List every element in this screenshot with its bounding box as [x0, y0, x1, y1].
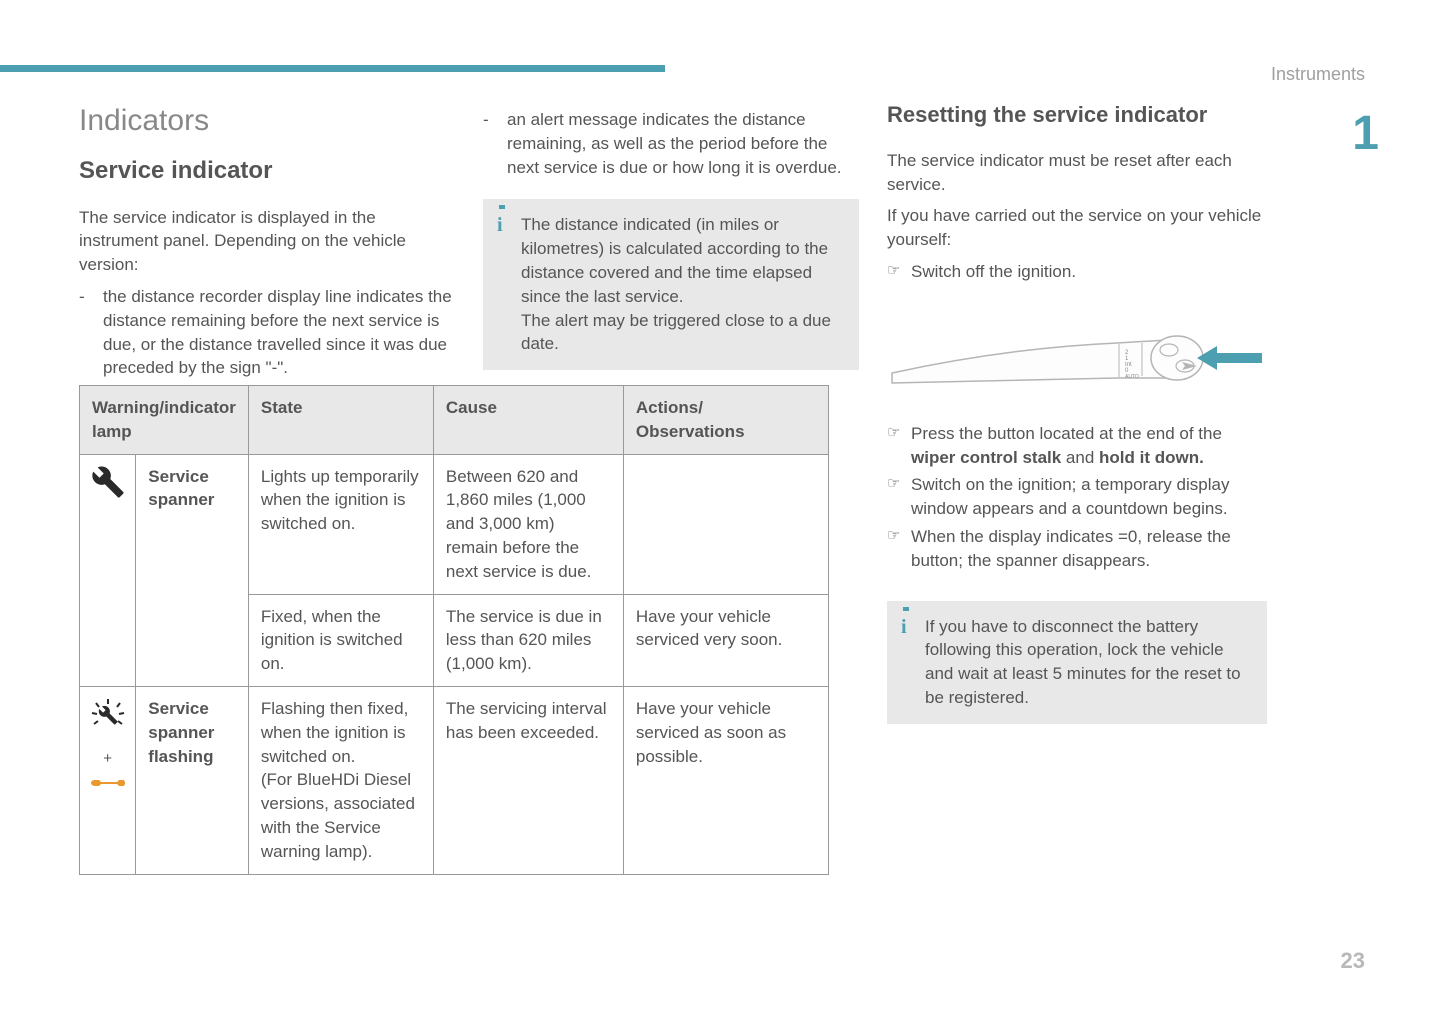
- th-state: State: [248, 386, 433, 455]
- lamp-icon-cell: [80, 454, 136, 686]
- table-header-row: Warning/indicator lamp State Cause Actio…: [80, 386, 829, 455]
- cell-action: [623, 454, 828, 594]
- info-icon: [901, 613, 907, 641]
- cell-state: Flashing then fixed, when the ignition i…: [248, 686, 433, 874]
- section-subtitle: Service indicator: [79, 154, 455, 188]
- info-box-battery: If you have to disconnect the battery fo…: [887, 601, 1267, 724]
- plus-text: +: [84, 748, 131, 769]
- page-number: 23: [1341, 946, 1365, 977]
- info-dot: [903, 607, 909, 611]
- reset-heading: Resetting the service indicator: [887, 100, 1267, 131]
- th-actions: Actions/ Observations: [623, 386, 828, 455]
- reset-steps-1: ☞Switch off the ignition.: [887, 260, 1267, 284]
- page-title: Indicators: [79, 100, 455, 142]
- dash-bullet: -: [79, 285, 103, 380]
- cell-cause: Between 620 and 1,860 miles (1,000 and 3…: [433, 454, 623, 594]
- step-item: ☞Switch off the ignition.: [887, 260, 1267, 284]
- list-item: -the distance recorder display line indi…: [79, 285, 455, 380]
- cell-state: Fixed, when the ignition is switched on.: [248, 594, 433, 686]
- section-header: Instruments: [1271, 62, 1365, 87]
- accent-bar: [0, 65, 665, 72]
- info-box-distance: The distance indicated (in miles or kilo…: [483, 199, 859, 370]
- table-row: + Service spanner flashing Flashing then…: [80, 686, 829, 874]
- spanner-icon: [91, 465, 125, 499]
- list-text: an alert message indicates the distance …: [507, 108, 859, 179]
- pointing-hand-icon: ☞: [887, 525, 911, 573]
- step-text: Press the button located at the end of t…: [911, 422, 1267, 470]
- info-dot: [499, 205, 505, 209]
- pointing-hand-icon: ☞: [887, 473, 911, 521]
- intro-list-2: -an alert message indicates the distance…: [483, 108, 859, 179]
- svg-text:AUTO: AUTO: [1125, 374, 1139, 380]
- cell-cause: The service is due in less than 620 mile…: [433, 594, 623, 686]
- reset-self: If you have carried out the service on y…: [887, 204, 1267, 252]
- pointing-hand-icon: ☞: [887, 260, 911, 284]
- step-item: ☞When the display indicates =0, release …: [887, 525, 1267, 573]
- list-item: -an alert message indicates the distance…: [483, 108, 859, 179]
- info-text: The distance indicated (in miles or kilo…: [521, 213, 843, 308]
- cell-action: Have your vehicle serviced very soon.: [623, 594, 828, 686]
- column-3: Resetting the service indicator The serv…: [887, 100, 1267, 724]
- intro-list: -the distance recorder display line indi…: [79, 285, 455, 380]
- spanner-orange-icon: [91, 776, 125, 790]
- reset-steps-2: ☞Press the button located at the end of …: [887, 422, 1267, 573]
- spanner-flashing-icon: [88, 697, 128, 737]
- step-item: ☞Press the button located at the end of …: [887, 422, 1267, 470]
- step-text: Switch off the ignition.: [911, 260, 1076, 284]
- step-text: When the display indicates =0, release t…: [911, 525, 1267, 573]
- info-text: The alert may be triggered close to a du…: [521, 309, 843, 357]
- step-text: Switch on the ignition; a temporary disp…: [911, 473, 1267, 521]
- table-row: Service spanner Lights up temporarily wh…: [80, 454, 829, 594]
- step-item: ☞Switch on the ignition; a temporary dis…: [887, 473, 1267, 521]
- pointing-hand-icon: ☞: [887, 422, 911, 470]
- reset-intro: The service indicator must be reset afte…: [887, 149, 1267, 197]
- lamp-name: Service spanner flashing: [136, 686, 249, 874]
- warning-table: Warning/indicator lamp State Cause Actio…: [79, 385, 829, 875]
- dash-bullet: -: [483, 108, 507, 179]
- th-cause: Cause: [433, 386, 623, 455]
- lamp-name: Service spanner: [136, 454, 249, 686]
- intro-text: The service indicator is displayed in th…: [79, 206, 455, 277]
- info-icon: [497, 211, 503, 239]
- cell-action: Have your vehicle serviced as soon as po…: [623, 686, 828, 874]
- cell-state: Lights up temporarily when the ignition …: [248, 454, 433, 594]
- wiper-stalk-illustration: 2 1 Int 0 AUTO: [887, 298, 1267, 408]
- th-lamp: Warning/indicator lamp: [80, 386, 249, 455]
- list-text: the distance recorder display line indic…: [103, 285, 455, 380]
- cell-cause: The servicing interval has been exceeded…: [433, 686, 623, 874]
- info-text: If you have to disconnect the battery fo…: [925, 615, 1251, 710]
- lamp-icon-cell: +: [80, 686, 136, 874]
